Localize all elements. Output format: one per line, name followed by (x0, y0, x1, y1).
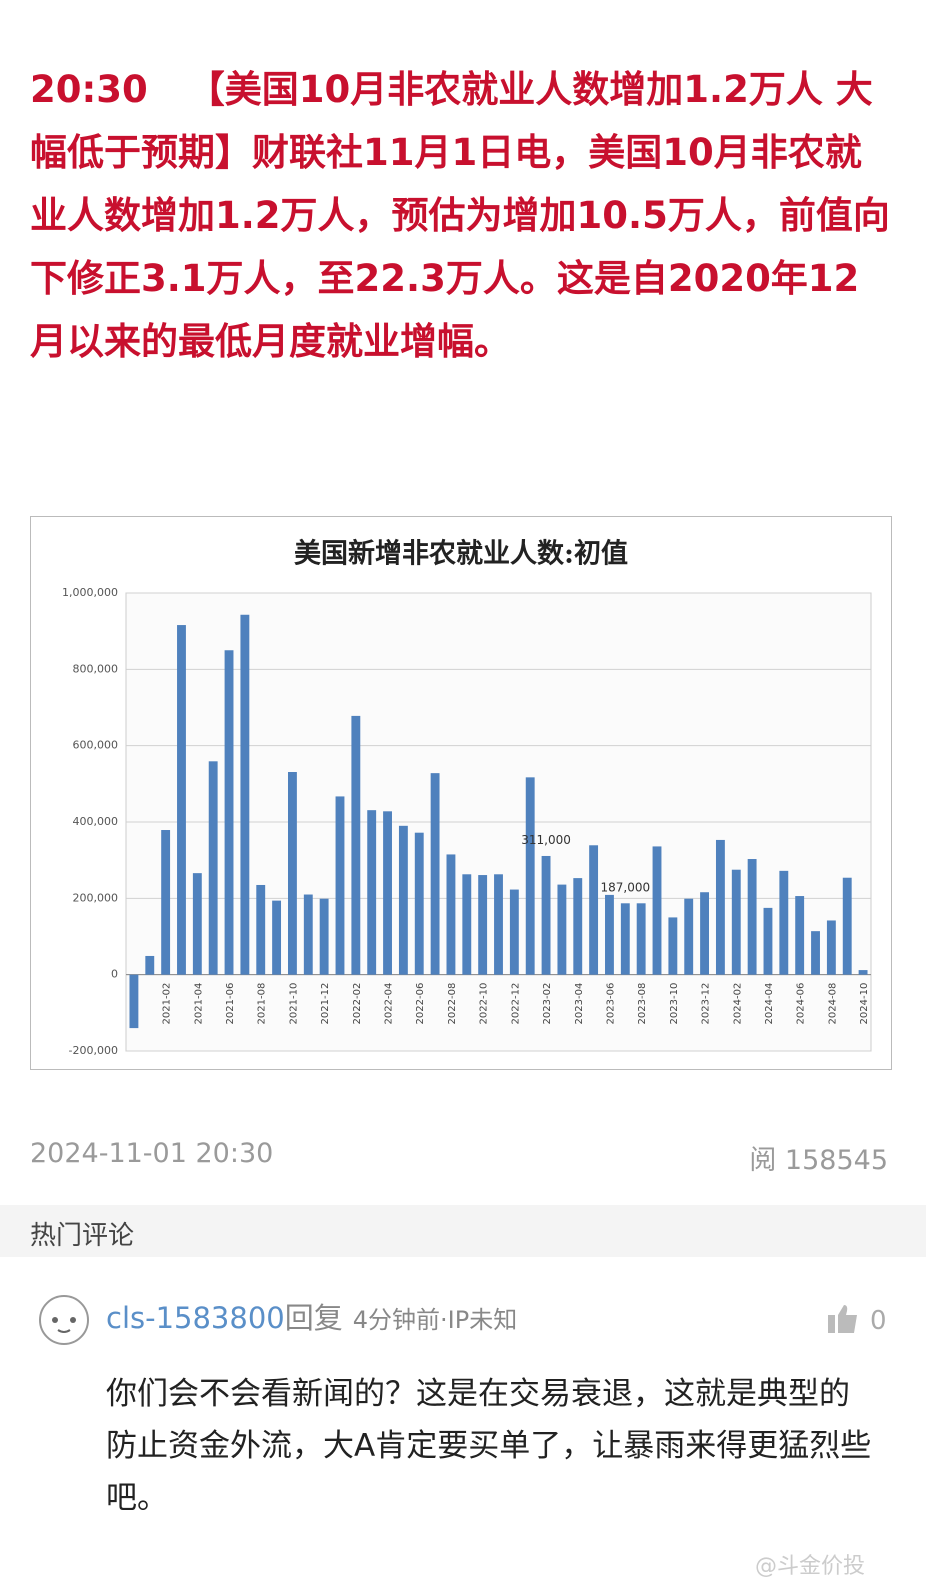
bar (129, 974, 139, 1029)
y-tick-label: 600,000 (73, 739, 119, 752)
read-count: 阅 158545 (749, 1145, 888, 1176)
x-tick-label: 2021-10 (288, 983, 299, 1025)
bar (145, 955, 155, 975)
x-tick-label: 2023-08 (637, 983, 648, 1025)
x-tick-label: 2022-06 (415, 983, 426, 1025)
bar (573, 878, 583, 975)
bar (731, 869, 741, 975)
data-label: 187,000 (600, 880, 650, 894)
y-tick-label: -200,000 (69, 1044, 118, 1057)
bar (367, 810, 377, 975)
chart: 美国新增非农就业人数:初值 -200,000 0 200,000 400,000 600… (62, 538, 872, 1057)
bar (192, 873, 202, 975)
chart-image: 美国新增非农就业人数:初值 -200,000 0 200,000 400,000 600… (30, 516, 892, 1070)
like-count: 0 (870, 1306, 887, 1336)
bar (430, 773, 440, 975)
x-tick-label: 2024-10 (859, 983, 870, 1025)
news-headline: 20:30 【美国10月非农就业人数增加1.2万人 大幅低于预期】财联社11月1日… (30, 58, 896, 373)
bar (287, 772, 297, 975)
x-tick-label: 2024-02 (732, 983, 743, 1025)
bar (858, 970, 868, 975)
bar (763, 907, 773, 975)
bar (826, 920, 836, 975)
bar (256, 884, 266, 975)
y-tick-label: 400,000 (73, 815, 119, 828)
bar (335, 796, 345, 975)
watermark: @斗金价投 (755, 1554, 866, 1579)
bar (557, 884, 567, 975)
news-time: 20:30 (30, 68, 148, 111)
x-tick-label: 2023-04 (574, 983, 585, 1025)
bar (177, 625, 186, 975)
x-tick-label: 2024-04 (764, 983, 775, 1025)
x-tick-label: 2021-12 (320, 983, 331, 1025)
bar (414, 832, 424, 975)
bar (700, 892, 710, 975)
bar (478, 875, 488, 975)
x-tick-label: 2023-02 (542, 983, 553, 1025)
bar (525, 777, 535, 975)
reply-button[interactable]: 回复 (284, 1301, 343, 1335)
bar (224, 650, 234, 975)
bar (383, 811, 392, 975)
news-body: 【美国10月非农就业人数增加1.2万人 大幅低于预期】财联社11月1日电，美国1… (30, 68, 890, 363)
like-icon[interactable] (826, 1303, 860, 1335)
y-tick-label: 800,000 (73, 662, 119, 675)
chart-title: 美国新增非农就业人数:初值 (294, 538, 628, 570)
x-tick-label: 2024-08 (827, 983, 838, 1025)
section-header: 热门评论 (0, 1205, 926, 1257)
x-tick-label: 2021-02 (162, 983, 173, 1025)
bar (715, 839, 725, 975)
bar (161, 830, 171, 975)
x-tick-label: 2022-02 (352, 983, 363, 1025)
y-tick-label: 0 (111, 968, 118, 981)
bar (319, 898, 329, 975)
x-tick-label: 2023-10 (669, 983, 680, 1025)
x-tick-label: 2021-04 (193, 983, 204, 1025)
bar (842, 877, 852, 975)
bar (779, 870, 789, 975)
bar (240, 614, 250, 975)
y-tick-label: 200,000 (73, 891, 119, 904)
bar (795, 896, 805, 975)
x-tick-label: 2021-06 (225, 983, 236, 1025)
bar (652, 846, 662, 975)
comment-text: 你们会不会看新闻的？这是在交易衰退，这就是典型的防止资金外流，大A肯定要买单了，… (106, 1376, 872, 1516)
x-tick-label: 2022-10 (479, 983, 490, 1025)
avatar[interactable] (36, 1290, 92, 1346)
bar (446, 854, 456, 975)
bar (811, 931, 820, 975)
bar (462, 874, 472, 975)
bar (589, 845, 599, 975)
data-label: 311,000 (521, 833, 571, 847)
x-tick-label: 2022-08 (447, 983, 458, 1025)
bar (351, 715, 361, 975)
x-tick-label: 2022-04 (384, 983, 395, 1025)
bar (398, 825, 408, 975)
bar (509, 889, 519, 975)
bar (636, 903, 646, 975)
y-tick-label: 1,000,000 (62, 586, 118, 599)
username[interactable]: cls-1583800 (106, 1301, 285, 1335)
x-tick-label: 2024-06 (796, 983, 807, 1025)
x-tick-label: 2021-08 (257, 983, 268, 1025)
bar (620, 903, 630, 975)
comment-info: 4分钟前·IP未知 (352, 1306, 518, 1334)
comment-header: cls-1583800回复 4分钟前·IP未知 (106, 1295, 517, 1337)
bar (747, 859, 757, 975)
x-tick-label: 2023-06 (605, 983, 616, 1025)
bar (605, 894, 614, 975)
x-tick-label: 2023-12 (701, 983, 712, 1025)
bar (494, 874, 503, 975)
bar (303, 894, 313, 975)
bar (272, 900, 282, 975)
bar (684, 898, 694, 975)
x-tick-label: 2022-12 (510, 983, 521, 1025)
post-date: 2024-11-01 20:30 (30, 1138, 274, 1169)
bar (208, 761, 218, 975)
section-title: 热门评论 (30, 1221, 135, 1251)
bar (668, 917, 678, 975)
bar (541, 855, 551, 975)
